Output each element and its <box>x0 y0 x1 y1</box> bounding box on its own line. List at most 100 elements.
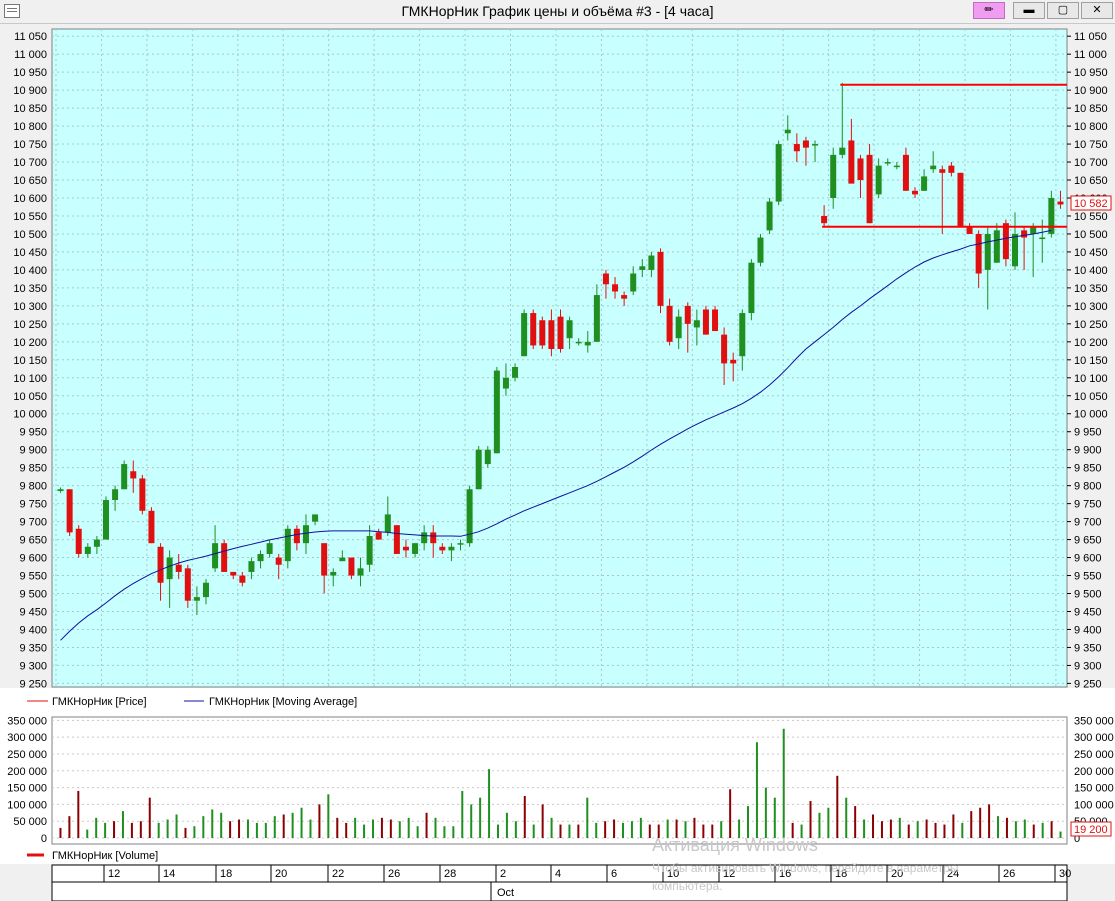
candle-body <box>493 370 500 454</box>
ma-legend-label: ГМКНорНик [Moving Average] <box>209 696 357 708</box>
candle-body <box>175 564 182 572</box>
candle-body <box>202 582 209 598</box>
pin-button[interactable]: ✏ <box>973 2 1005 19</box>
candle-body <box>766 201 773 231</box>
candle-body <box>757 237 764 263</box>
volume-tick-label-right: 100 000 <box>1074 799 1114 811</box>
price-tick-label-left: 9 800 <box>19 481 47 493</box>
candle-body <box>702 309 709 335</box>
last-price-label: 10 582 <box>1074 198 1108 210</box>
candle-body <box>821 215 828 224</box>
price-tick-label-right: 9 950 <box>1074 427 1102 439</box>
price-tick-label-right: 10 950 <box>1074 67 1108 79</box>
candle-body <box>739 313 746 357</box>
price-tick-label-right: 10 700 <box>1074 157 1108 169</box>
price-tick-label-left: 10 450 <box>13 247 47 259</box>
price-tick-label-left: 9 850 <box>19 463 47 475</box>
volume-axis-left: 0 50 000 100 000 150 000 200 000 250 000 300 0… <box>7 715 47 845</box>
candle-body <box>257 553 264 562</box>
close-button[interactable]: ✕ <box>1081 2 1113 19</box>
candle-body <box>248 561 255 572</box>
volume-tick-label-left: 250 000 <box>7 749 47 761</box>
day-label: 26 <box>388 868 400 880</box>
candle-body <box>893 165 900 168</box>
candle-body <box>75 528 82 554</box>
candle-body <box>475 449 482 490</box>
candle-body <box>912 190 919 195</box>
price-plot-area[interactable] <box>51 28 1068 688</box>
price-tick-label-right: 10 350 <box>1074 283 1108 295</box>
candle-body <box>830 154 837 198</box>
last-price-box <box>1070 195 1112 211</box>
candle-body <box>93 539 100 547</box>
price-tick-label-right: 10 050 <box>1074 391 1108 403</box>
price-axis-right: 9 250 9 300 9 350 9 400 9 450 9 500 9 550 9 600… <box>1067 31 1108 690</box>
candle-body <box>139 478 146 511</box>
candle-body <box>275 557 282 565</box>
candle-body <box>57 489 64 492</box>
price-tick-label-right: 9 850 <box>1074 463 1102 475</box>
day-label: 20 <box>891 868 903 880</box>
candle-body <box>666 305 673 342</box>
minimize-button[interactable]: ▬ <box>1013 2 1045 19</box>
price-tick-label-right: 9 600 <box>1074 553 1102 565</box>
volume-tick-label-left: 200 000 <box>7 766 47 778</box>
candle-body <box>793 144 800 152</box>
candle-body <box>484 449 491 465</box>
candle-body <box>575 341 582 344</box>
price-legend-label: ГМКНорНик [Price] <box>52 696 147 708</box>
candle-body <box>148 510 155 544</box>
candle-body <box>266 543 273 554</box>
candle-body <box>157 546 164 583</box>
horizontal-levels[interactable] <box>822 83 1067 228</box>
time-axis <box>51 864 1068 901</box>
price-tick-label-left: 10 050 <box>13 391 47 403</box>
candle-body <box>284 528 291 562</box>
candle-body <box>612 284 619 292</box>
candle-body <box>512 366 519 378</box>
candle-body <box>112 489 119 501</box>
candle-body <box>312 514 319 522</box>
price-tick-label-right: 10 500 <box>1074 229 1108 241</box>
candle-body <box>966 226 973 234</box>
price-tick-label-left: 9 950 <box>19 427 47 439</box>
candle-body <box>302 525 309 544</box>
activation-watermark-text-2: компьютера. <box>652 879 723 893</box>
price-tick-label-right: 10 400 <box>1074 265 1108 277</box>
price-tick-label-left: 9 750 <box>19 499 47 511</box>
price-tick-label-right: 9 450 <box>1074 606 1102 618</box>
day-label: 16 <box>779 868 791 880</box>
price-tick-label-right: 9 300 <box>1074 660 1102 672</box>
restore-button[interactable]: ▢ <box>1047 2 1079 19</box>
time-axis-labels: 12 14 18 20 22 26 28 2 4 6 10 12 16 18 20 24 26 30 <box>103 865 1071 882</box>
volume-tick-label-right: 200 000 <box>1074 766 1114 778</box>
candle-body <box>466 489 473 544</box>
volume-grid <box>52 719 1067 839</box>
candle-body <box>557 316 564 350</box>
price-tick-label-left: 10 650 <box>13 175 47 187</box>
candle-body <box>84 546 91 554</box>
price-tick-label-right: 10 650 <box>1074 175 1108 187</box>
price-tick-label-left: 9 700 <box>19 517 47 529</box>
day-label: 26 <box>1003 868 1015 880</box>
price-axis-left: 9 250 9 300 9 350 9 400 9 450 9 500 9 550 9 600… <box>13 31 47 690</box>
day-label: 4 <box>555 868 561 880</box>
candle-body <box>730 359 737 364</box>
candle-body <box>1012 233 1019 267</box>
price-tick-label-left: 10 350 <box>13 283 47 295</box>
price-tick-label-right: 10 850 <box>1074 103 1108 115</box>
price-tick-label-right: 10 900 <box>1074 85 1108 97</box>
price-tick-label-right: 10 000 <box>1074 409 1108 421</box>
price-tick-label-right: 10 250 <box>1074 319 1108 331</box>
candle-body <box>457 543 464 545</box>
candle-body <box>402 546 409 551</box>
price-tick-label-left: 10 700 <box>13 157 47 169</box>
candle-body <box>230 571 237 576</box>
price-tick-label-right: 10 200 <box>1074 337 1108 349</box>
candle-body <box>639 266 646 270</box>
price-tick-label-right: 9 650 <box>1074 535 1102 547</box>
volume-tick-label-right: 300 000 <box>1074 732 1114 744</box>
volume-tick-label-left: 50 000 <box>13 816 47 828</box>
price-tick-label-left: 9 650 <box>19 535 47 547</box>
